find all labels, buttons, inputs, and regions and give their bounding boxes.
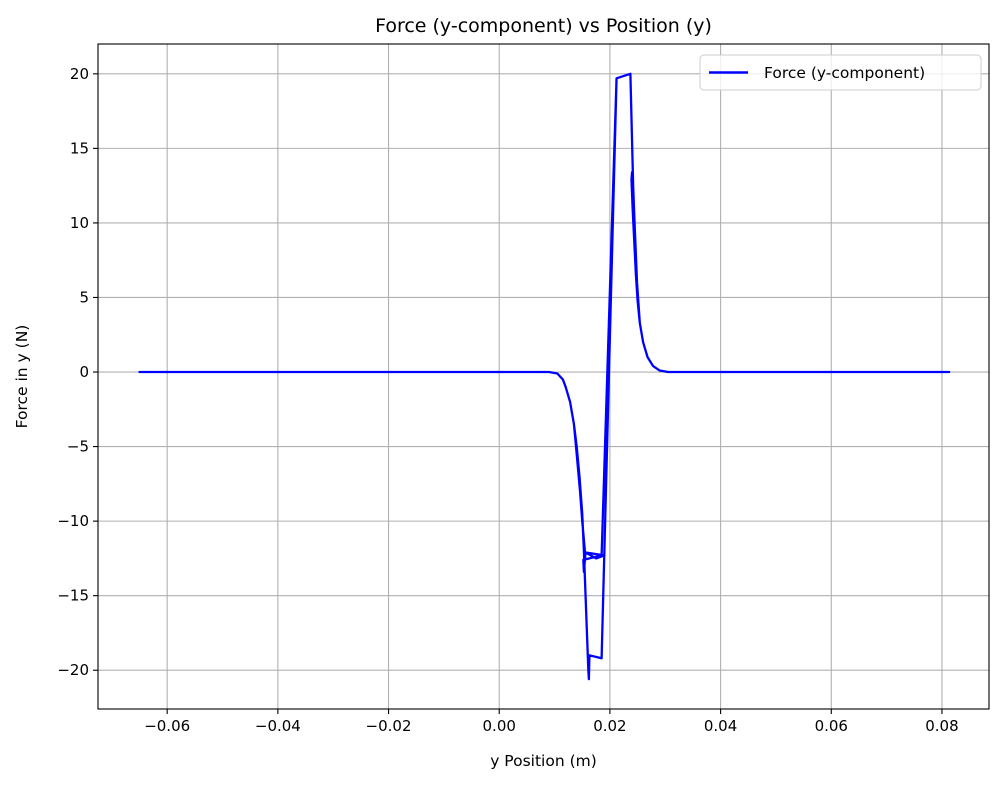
legend-box: [699, 54, 982, 91]
legend: Force (y-component): [699, 54, 982, 91]
y-tick-label: −5: [67, 438, 89, 456]
y-tick-label: −15: [57, 587, 89, 605]
x-tick-label: 0.04: [704, 717, 737, 735]
y-tick-label: −10: [57, 512, 89, 530]
series-line: [138, 72, 951, 681]
series-layer: [138, 72, 951, 681]
x-tick-label: 0.06: [815, 717, 848, 735]
y-tick-label: −20: [57, 661, 89, 679]
grid: [98, 44, 989, 709]
chart-title: Force (y-component) vs Position (y): [375, 15, 712, 37]
x-tick-label: −0.02: [366, 717, 412, 735]
x-tick-label: −0.06: [144, 717, 190, 735]
x-axis-label: y Position (m): [490, 752, 597, 770]
y-axis-label: Force in y (N): [13, 325, 31, 429]
x-tick-label: −0.04: [255, 717, 301, 735]
y-tick-label: 0: [79, 363, 89, 381]
y-tick-label: 5: [79, 288, 89, 306]
x-tick-label: 0.02: [593, 717, 626, 735]
x-tick-label: 0.00: [483, 717, 516, 735]
y-tick-label: 15: [70, 139, 89, 157]
y-tick-label: 10: [70, 214, 89, 232]
y-tick-label: 20: [70, 65, 89, 83]
x-tick-label: 0.08: [925, 717, 958, 735]
plot-area: [98, 44, 989, 709]
ticks: −0.06 −0.04 −0.02 0.00 0.02 0.04 0.06 0.08 −20 −1…: [57, 65, 958, 735]
legend-label: Force (y-component): [764, 64, 925, 82]
plot-frame: [97, 43, 990, 710]
